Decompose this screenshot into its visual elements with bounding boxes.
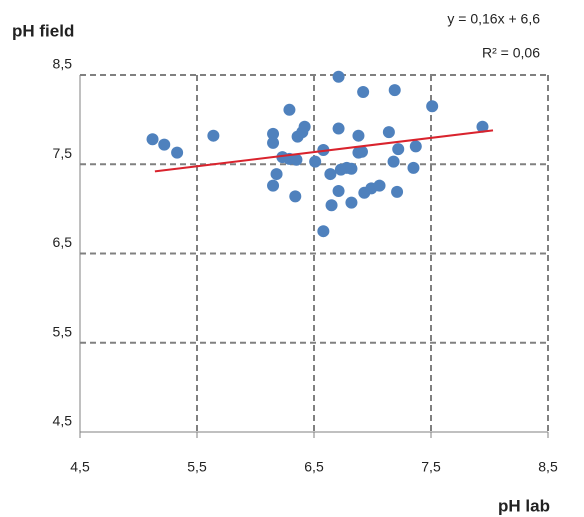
x-tick-label: 4,5 xyxy=(70,459,90,475)
y-tick-label: 8,5 xyxy=(53,56,73,72)
x-tick-label: 6,5 xyxy=(304,459,324,475)
point xyxy=(289,190,302,203)
point xyxy=(407,161,420,174)
point xyxy=(392,143,405,156)
point xyxy=(290,153,303,166)
point xyxy=(355,145,368,158)
point xyxy=(171,146,184,159)
point xyxy=(332,122,345,135)
point xyxy=(387,155,400,168)
y-tick-label: 5,5 xyxy=(53,323,73,339)
point xyxy=(332,185,345,198)
point xyxy=(345,196,358,209)
point xyxy=(267,136,280,149)
y-tick-label: 4,5 xyxy=(53,413,73,429)
point xyxy=(207,129,220,142)
point xyxy=(158,138,171,151)
trendline xyxy=(154,129,494,173)
point xyxy=(283,103,296,116)
y-tick-label: 7,5 xyxy=(53,145,73,161)
point xyxy=(270,168,283,181)
point xyxy=(267,127,280,140)
point xyxy=(345,162,358,175)
point xyxy=(382,126,395,139)
point xyxy=(317,225,330,238)
point xyxy=(332,70,345,83)
x-tick-label: 5,5 xyxy=(187,459,207,475)
point xyxy=(476,120,489,133)
point xyxy=(325,199,338,212)
point xyxy=(357,85,370,98)
y-tick-label: 6,5 xyxy=(53,234,73,250)
x-tick-label: 8,5 xyxy=(538,459,558,475)
point xyxy=(373,179,386,192)
x-tick-label: 7,5 xyxy=(421,459,441,475)
point xyxy=(426,100,439,113)
point xyxy=(298,120,311,133)
point xyxy=(146,133,159,146)
point xyxy=(267,179,280,192)
point xyxy=(324,168,337,181)
point xyxy=(391,185,404,198)
point xyxy=(352,129,365,142)
point xyxy=(309,155,322,168)
point xyxy=(388,84,401,97)
x-axis-title: pH lab xyxy=(498,496,550,515)
point xyxy=(409,140,422,153)
equation: y = 0,16x + 6,6 xyxy=(447,11,540,27)
y-axis-title: pH field xyxy=(12,21,74,40)
r-squared: R² = 0,06 xyxy=(482,45,540,61)
